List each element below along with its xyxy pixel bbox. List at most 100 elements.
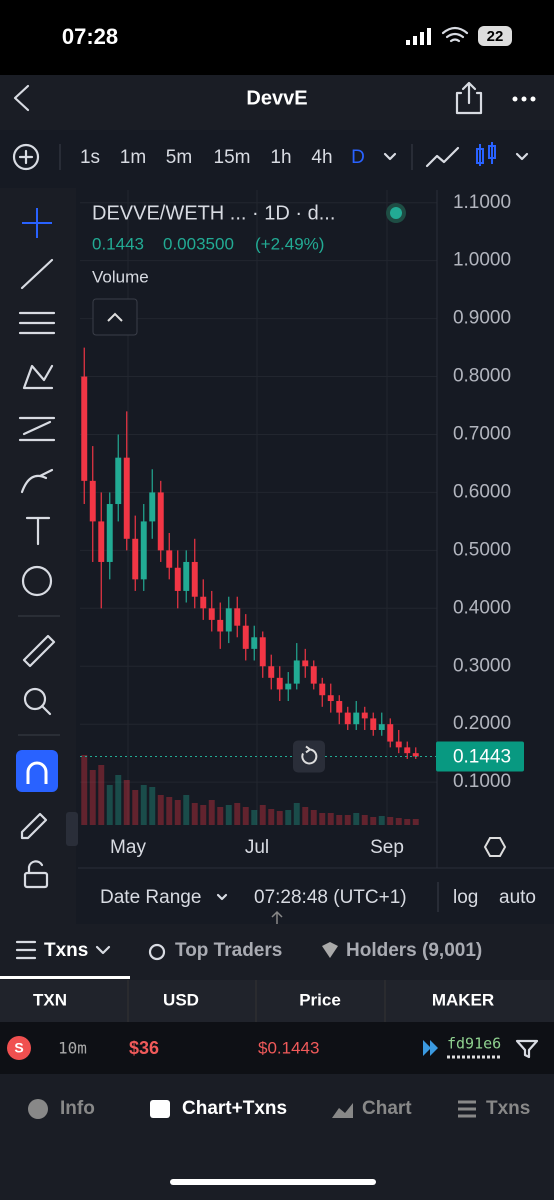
date-range-dropdown bbox=[216, 893, 228, 901]
volume-bar bbox=[404, 819, 411, 825]
emoji-tool[interactable] bbox=[21, 565, 53, 597]
date-range[interactable]: Date Range bbox=[100, 887, 201, 908]
last-price-label: 0.1443 bbox=[453, 746, 511, 767]
candle-body bbox=[183, 561, 190, 591]
table-row bbox=[0, 1022, 554, 1074]
share-button[interactable] bbox=[455, 81, 483, 115]
timezone[interactable]: 07:28:48 (UTC+1) bbox=[254, 887, 407, 908]
volume-bar bbox=[166, 797, 173, 825]
status-time: 07:28 bbox=[62, 24, 118, 49]
candle-body bbox=[217, 619, 224, 632]
interval-option[interactable]: 4h bbox=[311, 147, 332, 168]
interval-option[interactable]: 1s bbox=[80, 147, 100, 168]
candle-body bbox=[225, 608, 232, 632]
candle-body bbox=[404, 747, 411, 754]
candle-body bbox=[115, 457, 122, 505]
interval-option[interactable]: 15m bbox=[214, 147, 251, 168]
zoom-handle bbox=[40, 704, 52, 716]
interval-option[interactable]: 1m bbox=[120, 147, 146, 168]
eraser-tool[interactable] bbox=[20, 812, 48, 840]
volume-bar bbox=[327, 813, 334, 825]
tab[interactable]: Top Traders bbox=[175, 940, 282, 961]
table-header bbox=[0, 980, 554, 1022]
candle-body bbox=[157, 492, 164, 551]
candle-body bbox=[166, 550, 173, 568]
trendline-tool[interactable] bbox=[20, 258, 54, 290]
x-tick-label: Jul bbox=[245, 837, 269, 858]
interval-option[interactable]: 1h bbox=[270, 147, 291, 168]
pattern-tool[interactable] bbox=[22, 364, 54, 390]
crosshair-tool[interactable] bbox=[22, 208, 52, 238]
projection-tool[interactable] bbox=[18, 416, 56, 442]
collapse-tools[interactable] bbox=[66, 812, 78, 846]
log-toggle[interactable]: log bbox=[453, 887, 478, 908]
fib-tool[interactable] bbox=[18, 311, 56, 335]
maker-icon bbox=[423, 1040, 438, 1056]
candle-body bbox=[268, 666, 275, 678]
candle-body bbox=[276, 677, 283, 690]
volume-bar bbox=[217, 807, 224, 825]
candle-chart-button[interactable] bbox=[476, 142, 496, 166]
candle-body bbox=[370, 718, 377, 730]
column-header[interactable]: MAKER bbox=[432, 990, 494, 1009]
volume-bar bbox=[336, 815, 343, 825]
volume-bar bbox=[285, 810, 292, 825]
lock-shackle bbox=[27, 860, 44, 875]
interval-dropdown[interactable] bbox=[383, 152, 397, 161]
add-indicator[interactable] bbox=[12, 143, 40, 171]
magnet-tool[interactable] bbox=[16, 750, 58, 792]
candle-body bbox=[395, 741, 402, 748]
home-indicator bbox=[170, 1179, 376, 1185]
volume-bar bbox=[259, 805, 266, 825]
sell-badge bbox=[7, 1036, 31, 1060]
settings-icon[interactable] bbox=[483, 837, 507, 857]
column-header[interactable]: TXN bbox=[33, 990, 67, 1009]
more-button[interactable] bbox=[512, 96, 536, 102]
live-dot-core bbox=[390, 207, 402, 219]
candle-body bbox=[336, 701, 343, 713]
back-button[interactable] bbox=[13, 84, 30, 112]
interval-option[interactable]: 5m bbox=[166, 147, 192, 168]
maker-filter[interactable] bbox=[515, 1039, 539, 1059]
volume-bar bbox=[115, 775, 122, 825]
text-tool[interactable] bbox=[25, 516, 51, 546]
nav-item[interactable]: Txns bbox=[486, 1098, 530, 1119]
interval-option[interactable]: D bbox=[351, 147, 365, 168]
candle-body bbox=[200, 596, 207, 609]
volume-bar bbox=[395, 818, 402, 825]
line-chart-button[interactable] bbox=[425, 146, 460, 168]
volume-bar bbox=[353, 813, 360, 825]
battery-level: 22 bbox=[487, 28, 504, 45]
column-header[interactable]: Price bbox=[299, 990, 341, 1009]
candle-body bbox=[251, 637, 258, 649]
volume-bar bbox=[361, 815, 368, 825]
brush-tool[interactable] bbox=[20, 468, 54, 494]
candle-body bbox=[412, 753, 419, 757]
maker-address[interactable]: fd91e6 bbox=[447, 1035, 501, 1053]
nav-item[interactable]: Info bbox=[60, 1098, 95, 1119]
nav-item[interactable]: Chart+Txns bbox=[182, 1098, 287, 1119]
chart-txns-icon bbox=[150, 1100, 170, 1118]
ruler-tool[interactable] bbox=[22, 634, 56, 668]
candle-body bbox=[361, 712, 368, 719]
volume-bar bbox=[149, 787, 156, 825]
volume-bar bbox=[140, 785, 147, 825]
volume-bar bbox=[132, 790, 139, 825]
candle-body bbox=[259, 637, 266, 667]
battery-icon bbox=[478, 26, 512, 46]
lock-tool[interactable] bbox=[23, 871, 49, 889]
candle-body bbox=[242, 625, 249, 649]
collapse-legend[interactable] bbox=[92, 298, 138, 336]
tab[interactable]: Holders (9,001) bbox=[346, 940, 482, 961]
chart-type-dropdown[interactable] bbox=[515, 152, 529, 161]
tab[interactable]: Txns bbox=[44, 940, 88, 961]
volume-bar bbox=[387, 817, 394, 825]
reset-button[interactable] bbox=[293, 740, 325, 773]
y-tick-label: 0.4000 bbox=[453, 597, 511, 618]
volume-bar bbox=[89, 770, 96, 825]
column-header[interactable]: USD bbox=[163, 990, 199, 1009]
zoom-tool[interactable] bbox=[23, 687, 47, 711]
nav-item[interactable]: Chart bbox=[362, 1098, 412, 1119]
wifi-icon bbox=[441, 26, 469, 43]
auto-toggle[interactable]: auto bbox=[499, 887, 536, 908]
